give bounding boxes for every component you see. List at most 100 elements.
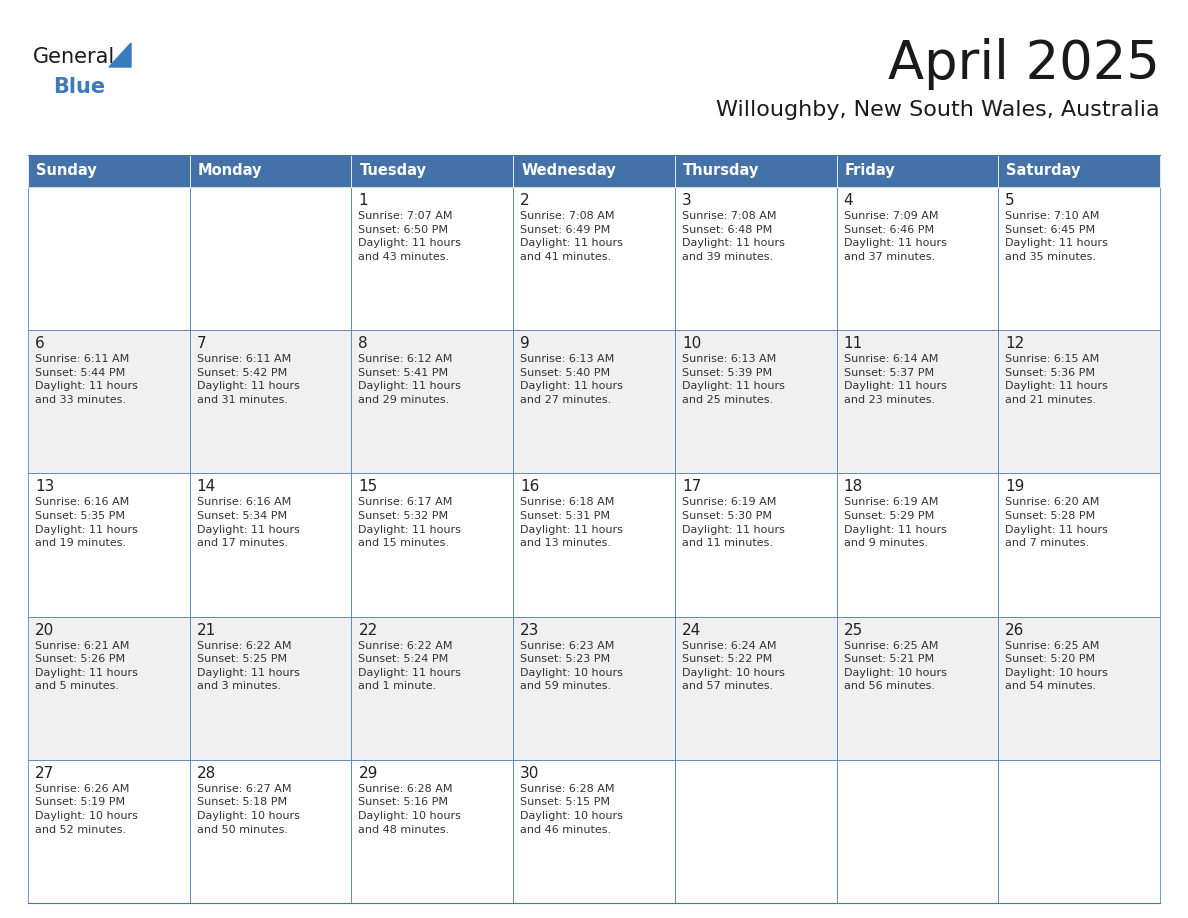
Text: 24: 24 (682, 622, 701, 638)
Bar (998, 330, 1159, 474)
Bar (190, 155, 352, 187)
Bar (836, 155, 998, 187)
Text: 5: 5 (1005, 193, 1015, 208)
Bar (675, 155, 836, 187)
Text: Sunrise: 7:08 AM
Sunset: 6:48 PM
Daylight: 11 hours
and 39 minutes.: Sunrise: 7:08 AM Sunset: 6:48 PM Dayligh… (682, 211, 785, 262)
Text: Sunrise: 6:28 AM
Sunset: 5:15 PM
Daylight: 10 hours
and 46 minutes.: Sunrise: 6:28 AM Sunset: 5:15 PM Dayligh… (520, 784, 623, 834)
Text: Sunrise: 6:19 AM
Sunset: 5:30 PM
Daylight: 11 hours
and 11 minutes.: Sunrise: 6:19 AM Sunset: 5:30 PM Dayligh… (682, 498, 785, 548)
Text: 9: 9 (520, 336, 530, 352)
Text: Saturday: Saturday (1006, 163, 1081, 178)
Text: Blue: Blue (53, 77, 105, 97)
Bar (352, 330, 513, 474)
Bar (675, 187, 836, 330)
Text: 11: 11 (843, 336, 862, 352)
Text: Sunrise: 6:16 AM
Sunset: 5:35 PM
Daylight: 11 hours
and 19 minutes.: Sunrise: 6:16 AM Sunset: 5:35 PM Dayligh… (34, 498, 138, 548)
Text: 26: 26 (1005, 622, 1025, 638)
Text: Tuesday: Tuesday (360, 163, 426, 178)
Bar (352, 760, 513, 903)
Bar (352, 474, 513, 617)
Bar (675, 617, 836, 760)
Bar (29, 474, 190, 617)
Text: 18: 18 (843, 479, 862, 495)
Text: 13: 13 (34, 479, 55, 495)
Text: Sunrise: 6:25 AM
Sunset: 5:21 PM
Daylight: 10 hours
and 56 minutes.: Sunrise: 6:25 AM Sunset: 5:21 PM Dayligh… (843, 641, 947, 691)
Text: Sunrise: 6:16 AM
Sunset: 5:34 PM
Daylight: 11 hours
and 17 minutes.: Sunrise: 6:16 AM Sunset: 5:34 PM Dayligh… (197, 498, 299, 548)
Bar (190, 760, 352, 903)
Bar (513, 330, 675, 474)
Text: 6: 6 (34, 336, 45, 352)
Bar (836, 187, 998, 330)
Text: Sunrise: 6:23 AM
Sunset: 5:23 PM
Daylight: 10 hours
and 59 minutes.: Sunrise: 6:23 AM Sunset: 5:23 PM Dayligh… (520, 641, 623, 691)
Text: Sunrise: 6:13 AM
Sunset: 5:40 PM
Daylight: 11 hours
and 27 minutes.: Sunrise: 6:13 AM Sunset: 5:40 PM Dayligh… (520, 354, 623, 405)
Bar (675, 330, 836, 474)
Bar (513, 187, 675, 330)
Bar (513, 760, 675, 903)
Bar (998, 155, 1159, 187)
Text: 15: 15 (359, 479, 378, 495)
Text: 3: 3 (682, 193, 691, 208)
Text: 8: 8 (359, 336, 368, 352)
Text: 21: 21 (197, 622, 216, 638)
Bar (29, 617, 190, 760)
Text: 28: 28 (197, 766, 216, 781)
Text: 14: 14 (197, 479, 216, 495)
Text: Sunrise: 6:26 AM
Sunset: 5:19 PM
Daylight: 10 hours
and 52 minutes.: Sunrise: 6:26 AM Sunset: 5:19 PM Dayligh… (34, 784, 138, 834)
Text: Sunrise: 6:15 AM
Sunset: 5:36 PM
Daylight: 11 hours
and 21 minutes.: Sunrise: 6:15 AM Sunset: 5:36 PM Dayligh… (1005, 354, 1108, 405)
Text: Sunrise: 6:25 AM
Sunset: 5:20 PM
Daylight: 10 hours
and 54 minutes.: Sunrise: 6:25 AM Sunset: 5:20 PM Dayligh… (1005, 641, 1108, 691)
Bar (29, 155, 190, 187)
Bar (190, 187, 352, 330)
Text: 4: 4 (843, 193, 853, 208)
Text: Sunrise: 7:07 AM
Sunset: 6:50 PM
Daylight: 11 hours
and 43 minutes.: Sunrise: 7:07 AM Sunset: 6:50 PM Dayligh… (359, 211, 461, 262)
Text: 22: 22 (359, 622, 378, 638)
Text: Friday: Friday (845, 163, 896, 178)
Bar (675, 474, 836, 617)
Text: 30: 30 (520, 766, 539, 781)
Bar (29, 760, 190, 903)
Text: Sunrise: 6:19 AM
Sunset: 5:29 PM
Daylight: 11 hours
and 9 minutes.: Sunrise: 6:19 AM Sunset: 5:29 PM Dayligh… (843, 498, 947, 548)
Text: 17: 17 (682, 479, 701, 495)
Text: Sunrise: 6:20 AM
Sunset: 5:28 PM
Daylight: 11 hours
and 7 minutes.: Sunrise: 6:20 AM Sunset: 5:28 PM Dayligh… (1005, 498, 1108, 548)
Bar (998, 187, 1159, 330)
Text: Thursday: Thursday (683, 163, 759, 178)
Text: 23: 23 (520, 622, 539, 638)
Text: Monday: Monday (197, 163, 263, 178)
Text: 19: 19 (1005, 479, 1025, 495)
Text: 16: 16 (520, 479, 539, 495)
Bar (29, 187, 190, 330)
Bar (998, 617, 1159, 760)
Text: Sunrise: 6:13 AM
Sunset: 5:39 PM
Daylight: 11 hours
and 25 minutes.: Sunrise: 6:13 AM Sunset: 5:39 PM Dayligh… (682, 354, 785, 405)
Text: Sunrise: 6:28 AM
Sunset: 5:16 PM
Daylight: 10 hours
and 48 minutes.: Sunrise: 6:28 AM Sunset: 5:16 PM Dayligh… (359, 784, 461, 834)
Text: Sunrise: 6:27 AM
Sunset: 5:18 PM
Daylight: 10 hours
and 50 minutes.: Sunrise: 6:27 AM Sunset: 5:18 PM Dayligh… (197, 784, 299, 834)
Text: Sunrise: 6:11 AM
Sunset: 5:44 PM
Daylight: 11 hours
and 33 minutes.: Sunrise: 6:11 AM Sunset: 5:44 PM Dayligh… (34, 354, 138, 405)
Text: Sunrise: 7:08 AM
Sunset: 6:49 PM
Daylight: 11 hours
and 41 minutes.: Sunrise: 7:08 AM Sunset: 6:49 PM Dayligh… (520, 211, 623, 262)
Text: 7: 7 (197, 336, 207, 352)
Text: April 2025: April 2025 (889, 38, 1159, 90)
Polygon shape (109, 43, 131, 67)
Text: Sunrise: 6:11 AM
Sunset: 5:42 PM
Daylight: 11 hours
and 31 minutes.: Sunrise: 6:11 AM Sunset: 5:42 PM Dayligh… (197, 354, 299, 405)
Text: Sunrise: 6:21 AM
Sunset: 5:26 PM
Daylight: 11 hours
and 5 minutes.: Sunrise: 6:21 AM Sunset: 5:26 PM Dayligh… (34, 641, 138, 691)
Bar (352, 187, 513, 330)
Text: Willoughby, New South Wales, Australia: Willoughby, New South Wales, Australia (716, 100, 1159, 120)
Text: Wednesday: Wednesday (522, 163, 615, 178)
Text: 1: 1 (359, 193, 368, 208)
Text: Sunrise: 6:22 AM
Sunset: 5:24 PM
Daylight: 11 hours
and 1 minute.: Sunrise: 6:22 AM Sunset: 5:24 PM Dayligh… (359, 641, 461, 691)
Text: 29: 29 (359, 766, 378, 781)
Text: Sunrise: 6:18 AM
Sunset: 5:31 PM
Daylight: 11 hours
and 13 minutes.: Sunrise: 6:18 AM Sunset: 5:31 PM Dayligh… (520, 498, 623, 548)
Text: Sunrise: 6:14 AM
Sunset: 5:37 PM
Daylight: 11 hours
and 23 minutes.: Sunrise: 6:14 AM Sunset: 5:37 PM Dayligh… (843, 354, 947, 405)
Bar (190, 617, 352, 760)
Text: Sunrise: 7:10 AM
Sunset: 6:45 PM
Daylight: 11 hours
and 35 minutes.: Sunrise: 7:10 AM Sunset: 6:45 PM Dayligh… (1005, 211, 1108, 262)
Text: 27: 27 (34, 766, 55, 781)
Text: Sunday: Sunday (36, 163, 96, 178)
Bar (836, 617, 998, 760)
Text: Sunrise: 7:09 AM
Sunset: 6:46 PM
Daylight: 11 hours
and 37 minutes.: Sunrise: 7:09 AM Sunset: 6:46 PM Dayligh… (843, 211, 947, 262)
Bar (836, 760, 998, 903)
Text: Sunrise: 6:24 AM
Sunset: 5:22 PM
Daylight: 10 hours
and 57 minutes.: Sunrise: 6:24 AM Sunset: 5:22 PM Dayligh… (682, 641, 785, 691)
Text: 10: 10 (682, 336, 701, 352)
Bar (513, 155, 675, 187)
Text: 2: 2 (520, 193, 530, 208)
Text: Sunrise: 6:22 AM
Sunset: 5:25 PM
Daylight: 11 hours
and 3 minutes.: Sunrise: 6:22 AM Sunset: 5:25 PM Dayligh… (197, 641, 299, 691)
Text: 25: 25 (843, 622, 862, 638)
Text: Sunrise: 6:17 AM
Sunset: 5:32 PM
Daylight: 11 hours
and 15 minutes.: Sunrise: 6:17 AM Sunset: 5:32 PM Dayligh… (359, 498, 461, 548)
Bar (675, 760, 836, 903)
Bar (29, 330, 190, 474)
